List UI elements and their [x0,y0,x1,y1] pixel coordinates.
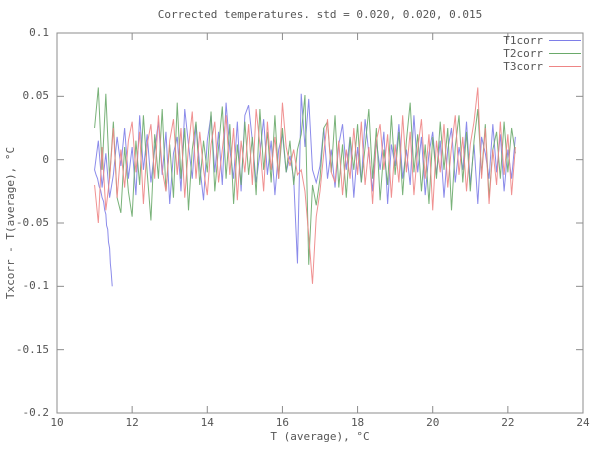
y-tick-label: -0.05 [15,216,49,229]
legend: T1corr T2corr T3corr [495,34,585,73]
y-tick-label: -0.15 [15,342,49,356]
chart-title: Corrected temperatures. std = 0.020, 0.0… [157,8,483,21]
y-tick-label: 0 [42,152,49,166]
series-line-t2corr [94,87,516,265]
legend-item-t1corr: T1corr [495,34,585,47]
legend-label: T3corr [503,60,543,73]
legend-item-t3corr: T3corr [495,60,585,73]
legend-line-sample [549,53,581,54]
legend-line-sample [549,40,581,41]
x-tick-label: 20 [426,416,440,429]
series-line-t3corr [94,87,516,284]
x-axis-label: T (average), °C [270,430,370,443]
plot-border [56,32,584,414]
x-tick-label: 22 [501,416,515,429]
y-tick-label: 0.1 [29,26,49,39]
legend-label: T1corr [503,34,543,47]
x-tick-label: 18 [350,416,365,429]
legend-label: T2corr [503,47,543,60]
x-tick-label: 10 [50,416,64,429]
legend-line-sample [549,66,581,67]
y-tick-label: -0.1 [22,279,50,293]
y-tick-label: 0.05 [22,89,50,103]
x-tick-label: 16 [275,416,290,429]
legend-item-t2corr: T2corr [495,47,585,60]
y-tick-label: -0.2 [22,406,50,419]
x-tick-label: 14 [200,416,214,429]
x-tick-label: 12 [125,416,139,429]
x-tick-label: 24 [576,416,590,429]
